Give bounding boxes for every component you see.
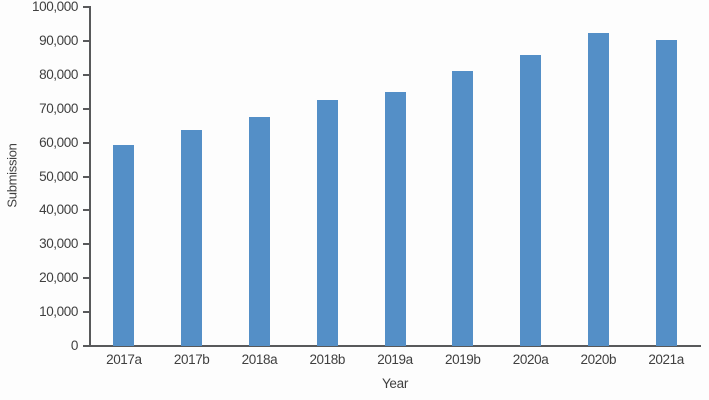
x-category-label-2021a: 2021a (648, 352, 684, 367)
bar-2019b (452, 70, 474, 346)
x-category-label-2017a: 2017a (106, 352, 142, 367)
y-tick-label-50000: 50,000 (39, 168, 78, 184)
y-tick-label-100000: 100,000 (32, 0, 78, 14)
y-tick-mark (83, 277, 89, 280)
y-tick-mark (83, 345, 89, 347)
x-category-label-2020b: 2020b (580, 352, 617, 367)
y-tick-label-90000: 90,000 (39, 32, 78, 48)
y-tick-label-0: 0 (70, 338, 79, 353)
bar-2020b (587, 33, 609, 346)
x-category-label-2017b: 2017b (173, 352, 210, 367)
x-category-label-2019a: 2019a (377, 352, 413, 367)
bar-2018a (248, 117, 270, 346)
bar-2021a (655, 40, 677, 346)
y-tick-mark (83, 141, 89, 144)
x-axis-line (89, 345, 701, 347)
x-category-label-2018b: 2018b (309, 352, 345, 367)
y-tick-label-60000: 60,000 (39, 134, 78, 150)
bar-2017b (181, 129, 203, 346)
y-tick-label-40000: 40,000 (39, 202, 78, 218)
x-category-label-2020a: 2020a (512, 352, 549, 367)
y-tick-label-70000: 70,000 (39, 100, 78, 116)
y-tick-label-80000: 80,000 (39, 66, 78, 82)
y-tick-mark (83, 209, 89, 212)
x-category-label-2019b: 2019b (444, 352, 481, 367)
bar-2017a (113, 144, 135, 346)
bar-2019a (384, 91, 406, 346)
y-tick-mark (83, 175, 89, 178)
y-tick-mark (83, 311, 89, 314)
y-tick-mark (83, 39, 89, 42)
y-tick-mark (83, 243, 89, 246)
y-tick-mark (83, 107, 89, 110)
y-tick-mark (83, 73, 89, 76)
bar-2020a (520, 55, 542, 346)
y-tick-label-10000: 10,000 (39, 304, 78, 320)
x-axis-title: Year (381, 376, 409, 391)
y-tick-label-30000: 30,000 (39, 236, 78, 252)
y-axis-line (89, 6, 91, 347)
y-tick-label-20000: 20,000 (39, 270, 78, 286)
bar-2018b (316, 100, 338, 346)
x-category-label-2018a: 2018a (241, 352, 278, 367)
y-tick-mark (83, 6, 89, 8)
